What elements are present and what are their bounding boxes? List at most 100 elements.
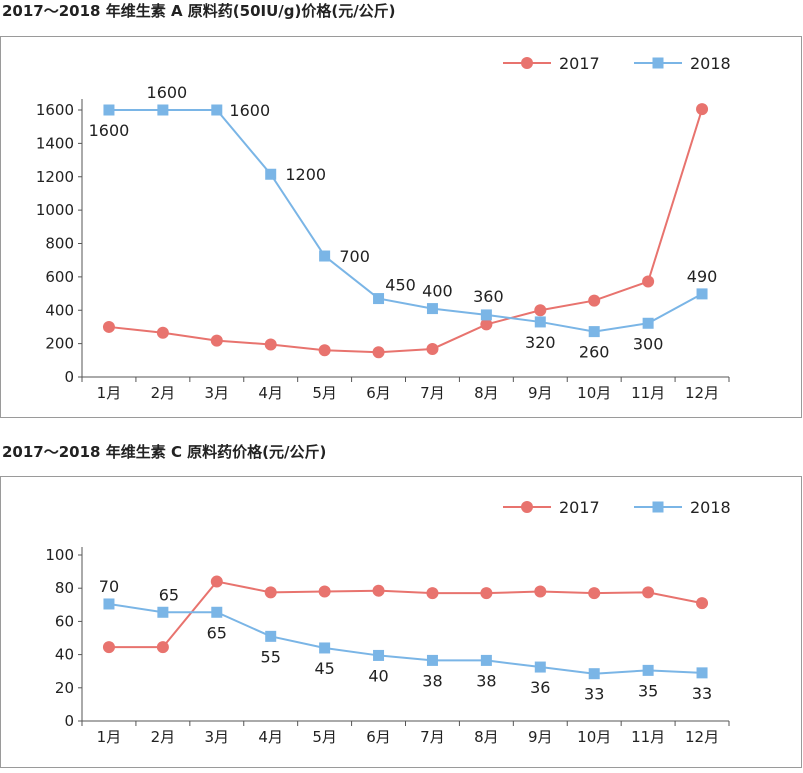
data-point-2017 [534,585,547,598]
data-label-2018: 400 [422,282,453,301]
data-label-2018: 40 [368,666,388,685]
x-tick-label: 11月 [631,728,665,746]
x-tick-label: 12月 [685,384,719,402]
series-line-2017 [108,580,703,649]
x-tick-label: 8月 [474,384,499,402]
vitamin-c-price-chart: 0 20 40 60 80 100 1月 2月 3月 4月 5月 6月 7月 8月 9月 10月 11月 12月 7… [45,498,731,746]
data-label-2018: 70 [99,577,119,596]
data-point-2018 [642,664,654,676]
x-tick-label: 11月 [631,384,665,402]
data-point-2018 [319,250,331,262]
data-label-2018: 33 [692,684,712,703]
data-point-2018 [157,104,169,116]
data-point-2018 [588,668,600,680]
data-point-2017 [210,334,223,347]
data-point-2017 [318,585,331,598]
data-label-2018: 320 [525,333,556,352]
data-point-2017 [426,342,439,355]
legend-label-2018: 2018 [690,54,731,73]
y-tick-label: 100 [45,546,74,564]
y-tick-label: 600 [45,268,74,286]
data-point-2017 [102,641,115,654]
data-label-2018: 1200 [285,165,326,184]
y-tick-label: 400 [45,301,74,319]
data-point-2018 [534,661,546,673]
y-tick-label: 200 [45,335,74,353]
data-point-2018 [265,630,277,642]
data-label-2018: 490 [687,267,718,286]
data-point-2017 [696,103,709,116]
data-point-2018 [534,316,546,328]
data-label-2018: 450 [385,276,416,295]
data-point-2017 [588,587,601,600]
data-point-2017 [426,587,439,600]
data-label-2018: 36 [530,678,550,697]
data-point-2018 [696,667,708,679]
data-point-2017 [642,586,655,599]
data-point-2018 [319,642,331,654]
x-tick-label: 6月 [366,728,391,746]
chart-title-vitamin-a: 2017～2018 年维生素 A 原料药(50IU/g)价格(元/公斤) [2,2,396,20]
y-tick-label: 60 [55,612,74,630]
data-point-2018 [426,303,438,315]
data-label-2018: 700 [339,247,370,266]
data-point-2017 [318,344,331,357]
data-label-2018: 35 [638,681,658,700]
chart-panel-vitamin-c: 0 20 40 60 80 100 1月 2月 3月 4月 5月 6月 7月 8月 9月 10月 11月 12月 7… [0,476,802,768]
x-tick-label: 4月 [258,384,283,402]
data-label-2018: 55 [261,647,281,666]
y-tick-label: 80 [55,579,74,597]
chart-panel-vitamin-a: 0 200 400 600 800 1000 1200 1400 1600 1月 2月 3月 4月 5月 6… [0,36,802,418]
data-point-2017 [156,641,169,654]
x-tick-label: 1月 [97,728,122,746]
legend-label-2018: 2018 [690,498,731,517]
y-tick-label: 1000 [36,201,74,219]
x-tick-label: 10月 [577,728,611,746]
data-point-2017 [264,586,277,599]
x-tick-label: 9月 [528,728,553,746]
data-label-2018: 65 [159,585,179,604]
x-tick-label: 6月 [366,384,391,402]
data-point-2018 [480,309,492,321]
x-tick-label: 5月 [312,728,337,746]
data-label-2018: 38 [422,671,442,690]
data-point-2018 [211,104,223,116]
x-tick-label: 2月 [151,728,176,746]
series-line-2017 [108,108,703,354]
y-tick-label: 1400 [36,134,74,152]
data-label-2018: 38 [476,671,496,690]
y-tick-label: 0 [64,712,74,730]
x-tick-label: 7月 [420,384,445,402]
series-line-2018 [108,602,703,675]
legend-marker-2017 [521,57,533,69]
data-point-2017 [210,575,223,588]
data-point-2017 [588,294,601,307]
legend-label-2017: 2017 [559,54,600,73]
data-point-2018 [157,606,169,618]
data-point-2017 [102,320,115,333]
data-label-2018: 65 [207,623,227,642]
y-tick-label: 1600 [36,101,74,119]
x-tick-label: 8月 [474,728,499,746]
data-point-2018 [265,168,277,180]
y-tick-label: 40 [55,646,74,664]
chart-title-vitamin-c: 2017～2018 年维生素 C 原料药价格(元/公斤) [2,443,327,461]
data-label-2018: 33 [584,685,604,704]
x-tick-label: 3月 [205,384,230,402]
data-label-2018: 260 [579,343,610,362]
data-label-2018: 1600 [229,101,270,120]
data-point-2018 [642,317,654,329]
x-tick-label: 1月 [97,384,122,402]
data-point-2017 [534,304,547,317]
data-point-2018 [480,654,492,666]
x-tick-label: 7月 [420,728,445,746]
data-point-2017 [642,275,655,288]
vitamin-a-price-chart: 0 200 400 600 800 1000 1200 1400 1600 1月 2月 3月 4月 5月 6… [36,54,731,402]
data-point-2017 [480,587,493,600]
x-tick-label: 4月 [258,728,283,746]
data-point-2018 [373,293,385,305]
data-label-2018: 360 [473,287,504,306]
y-tick-label: 800 [45,235,74,253]
data-point-2017 [372,346,385,359]
data-point-2017 [156,326,169,339]
